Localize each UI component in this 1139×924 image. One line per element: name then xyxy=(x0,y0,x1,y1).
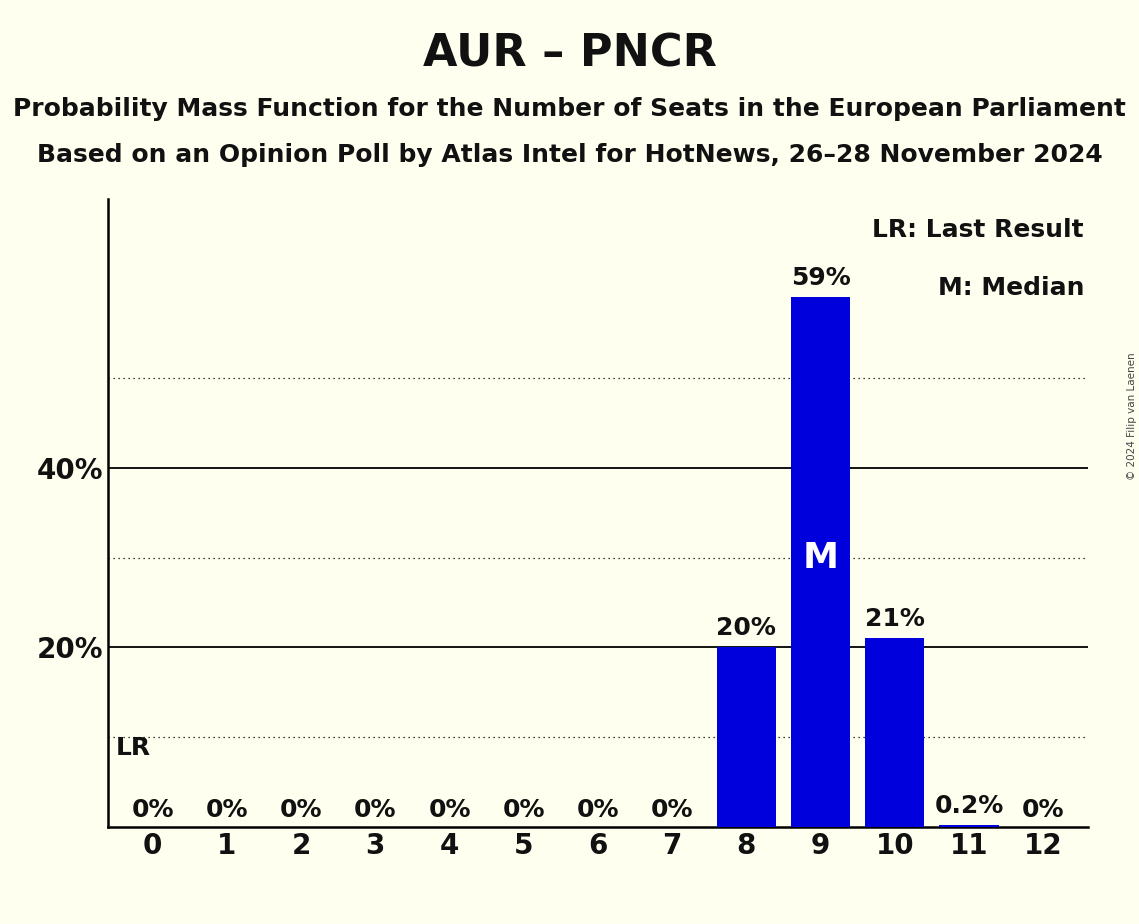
Text: 0%: 0% xyxy=(650,797,694,821)
Text: 0%: 0% xyxy=(502,797,546,821)
Text: LR: LR xyxy=(116,736,150,760)
Text: 0%: 0% xyxy=(428,797,470,821)
Text: 20%: 20% xyxy=(716,616,777,640)
Text: LR: Last Result: LR: Last Result xyxy=(872,218,1084,242)
Bar xyxy=(790,298,851,827)
Text: M: Median: M: Median xyxy=(937,276,1084,300)
Bar xyxy=(940,825,999,827)
Text: 59%: 59% xyxy=(790,266,851,290)
Bar xyxy=(866,638,925,827)
Text: 0%: 0% xyxy=(131,797,174,821)
Text: 0%: 0% xyxy=(280,797,322,821)
Text: M: M xyxy=(803,541,838,575)
Text: 0%: 0% xyxy=(206,797,248,821)
Text: 21%: 21% xyxy=(865,607,925,631)
Text: Probability Mass Function for the Number of Seats in the European Parliament: Probability Mass Function for the Number… xyxy=(13,97,1126,121)
Text: 0.2%: 0.2% xyxy=(934,794,1003,818)
Text: Based on an Opinion Poll by Atlas Intel for HotNews, 26–28 November 2024: Based on an Opinion Poll by Atlas Intel … xyxy=(36,143,1103,167)
Text: 0%: 0% xyxy=(576,797,620,821)
Text: 0%: 0% xyxy=(1022,797,1065,821)
Bar xyxy=(716,648,776,827)
Text: © 2024 Filip van Laenen: © 2024 Filip van Laenen xyxy=(1126,352,1137,480)
Text: 0%: 0% xyxy=(354,797,396,821)
Text: AUR – PNCR: AUR – PNCR xyxy=(423,32,716,76)
